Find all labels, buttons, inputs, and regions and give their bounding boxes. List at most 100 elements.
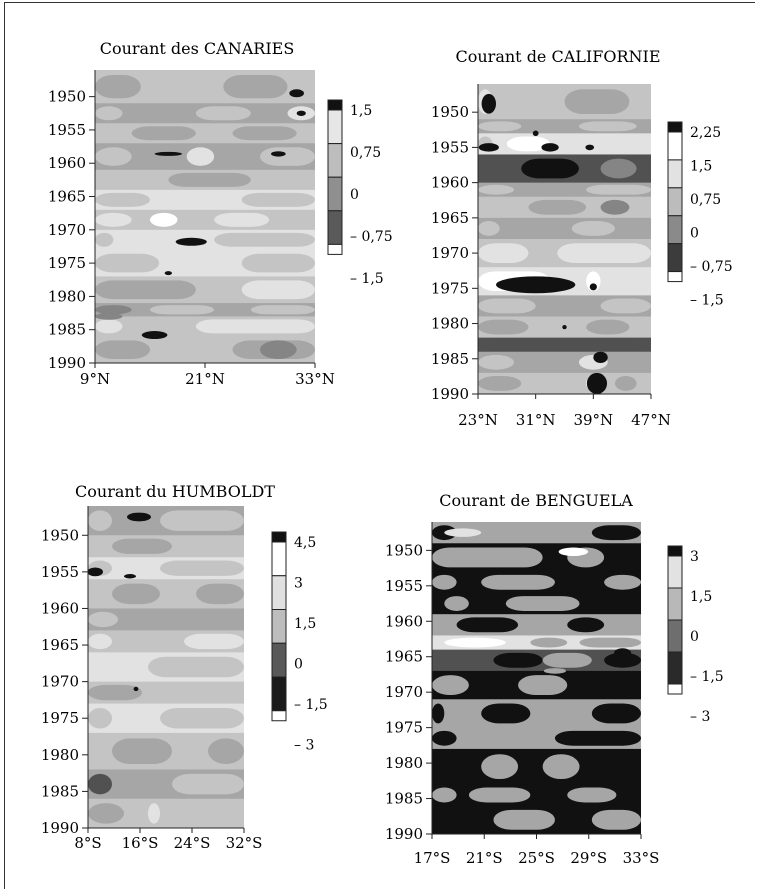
color-scale-legend: 2,25 1,5 0,75 0 – 0,75 – 1,5 (667, 121, 733, 309)
legend-level-label: 2,25 (690, 125, 721, 141)
heatmap-cell (493, 809, 555, 830)
heatmap-band (478, 351, 651, 374)
legend-level-label: 0,75 (350, 145, 381, 161)
legend-level-label: 1,5 (294, 616, 316, 632)
heatmap-cell (112, 583, 160, 605)
y-tick-label: 1970 (385, 683, 423, 701)
legend-level-label: 1,5 (350, 103, 372, 119)
heatmap-cell (95, 253, 160, 273)
x-tick-label: 24°S (174, 834, 211, 852)
heatmap-spot (543, 668, 567, 674)
heatmap-cell (260, 340, 297, 360)
x-tick-label: 33°S (623, 849, 660, 867)
heatmap-cell (591, 703, 641, 724)
heatmap-cell (196, 583, 244, 605)
x-tick-label: 33°N (295, 370, 335, 388)
legend-swatch (667, 651, 683, 685)
heatmap-cell (505, 596, 580, 611)
heatmap-cell (530, 637, 568, 648)
heatmap-cell (88, 773, 112, 795)
legend-level-label: 0 (690, 629, 699, 645)
heatmap-cell (432, 787, 457, 803)
y-tick-label: 1960 (431, 174, 469, 192)
legend-swatch (271, 609, 287, 644)
legend-swatch (271, 710, 287, 722)
y-tick-label: 1975 (48, 254, 86, 272)
heatmap-cell (88, 510, 112, 531)
y-tick-label: 1985 (385, 790, 423, 808)
heatmap-cell (88, 707, 112, 729)
y-tick-label: 1980 (385, 754, 423, 772)
panel-canaries: Courant des CANARIES 1950 1955 1960 1965 197… (48, 39, 393, 388)
legend-level-label: 0,75 (690, 192, 721, 208)
y-tick-label: 1965 (385, 648, 423, 666)
heatmap-cell (586, 184, 651, 195)
heatmap-field (88, 506, 244, 828)
legend-swatch (667, 121, 683, 133)
heatmap-cell (604, 574, 641, 590)
legend-swatch (667, 271, 683, 283)
chart-title: Courant du HUMBOLDT (75, 482, 275, 501)
heatmap-cell (481, 703, 531, 724)
heatmap-cell (160, 684, 196, 701)
heatmap-cell (148, 803, 160, 824)
x-tick-label: 23°N (458, 411, 498, 429)
heatmap-spot (444, 528, 482, 537)
y-tick-label: 1960 (385, 612, 423, 630)
y-tick-label: 1985 (41, 782, 79, 800)
legend-swatch (667, 187, 683, 217)
y-tick-label: 1990 (41, 819, 79, 837)
y-tick-label: 1970 (431, 244, 469, 262)
heatmap-cell (208, 738, 244, 764)
heatmap-cell (160, 707, 244, 729)
y-tick-label: 1950 (431, 103, 469, 121)
legend-swatch (327, 143, 343, 178)
legend-swatch (271, 676, 287, 712)
legend-swatch (271, 642, 287, 678)
heatmap-cell (232, 126, 297, 141)
heatmap-spot (585, 144, 595, 151)
heatmap-cell (186, 147, 215, 166)
legend-level-label: – 1,5 (350, 271, 384, 287)
heatmap-cell (586, 271, 601, 292)
heatmap-cell (506, 136, 551, 152)
heatmap-cell (112, 538, 172, 554)
heatmap-cell (614, 376, 637, 391)
heatmap-cell (444, 596, 469, 611)
legend-swatch (327, 243, 343, 255)
heatmap-cell (591, 525, 641, 541)
heatmap-cell (95, 319, 123, 334)
y-tick-label: 1965 (41, 636, 79, 654)
heatmap-cell (88, 684, 142, 701)
heatmap-spot (558, 547, 589, 557)
heatmap-spot (532, 130, 539, 137)
heatmap-cell (150, 305, 215, 315)
y-tick-label: 1950 (41, 526, 79, 544)
legend-level-label: – 1,5 (690, 293, 724, 309)
heatmap-cell (160, 560, 244, 576)
x-tick-label: 29°S (570, 849, 607, 867)
heatmap-spot (593, 351, 608, 364)
y-tick-label: 1970 (48, 221, 86, 239)
legend-swatch (327, 99, 343, 111)
heatmap-spot (164, 271, 172, 276)
y-tick-label: 1975 (41, 709, 79, 727)
heatmap-cell (432, 574, 457, 590)
heatmap-spot (444, 637, 506, 648)
heatmap-cell (478, 354, 515, 370)
heatmap-cell (600, 199, 630, 215)
heatmap-cell (150, 74, 215, 99)
heatmap-spot (154, 151, 183, 156)
heatmap-cell (88, 803, 124, 824)
heatmap-cell (557, 243, 651, 263)
legend-level-label: 0 (350, 187, 359, 203)
legend-swatch (667, 683, 683, 695)
heatmap-cell (95, 147, 132, 166)
y-tick-label: 1970 (41, 673, 79, 691)
heatmap-cell (168, 172, 251, 187)
y-tick-label: 1955 (431, 138, 469, 156)
legend-swatch (271, 575, 287, 610)
chart-title: Courant des CANARIES (100, 39, 295, 58)
heatmap-cell (579, 637, 641, 648)
y-tick-label: 1965 (48, 188, 86, 206)
